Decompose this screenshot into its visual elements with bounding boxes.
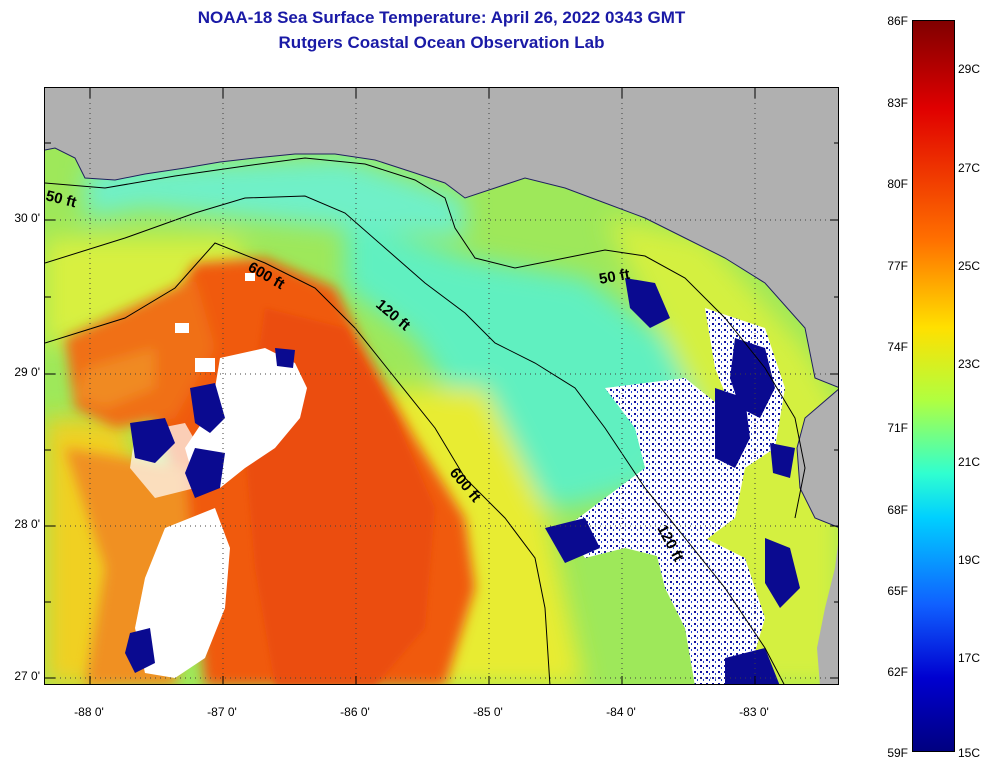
cb-label-15c: 15C: [958, 746, 981, 760]
temperature-colorbar: [912, 20, 955, 752]
lon-label-84: -84 0': [606, 705, 636, 719]
cb-label-77f: 77F: [887, 259, 908, 273]
colorbar-gradient: [913, 21, 954, 751]
lat-label-27: 27 0': [14, 669, 40, 683]
depth-contours: [45, 157, 806, 684]
cold-patches-west: [125, 348, 295, 673]
cb-label-19c: 19C: [958, 553, 981, 567]
cb-label-65f: 65F: [887, 584, 908, 598]
cb-label-23c: 23C: [958, 357, 981, 371]
lat-label-28: 28 0': [14, 517, 40, 531]
cb-label-59f: 59F: [887, 746, 908, 760]
lat-label-30: 30 0': [14, 211, 40, 225]
cold-patches-east: [545, 278, 800, 684]
cb-label-29c: 29C: [958, 62, 981, 76]
depth-label-50ft-west: 50 ft: [45, 187, 78, 211]
lon-label-86: -86 0': [340, 705, 370, 719]
cb-label-17c: 17C: [958, 651, 981, 665]
map-title: NOAA-18 Sea Surface Temperature: April 2…: [197, 8, 686, 27]
lon-label-87: -87 0': [207, 705, 237, 719]
cb-label-21c: 21C: [958, 455, 981, 469]
land: [45, 88, 838, 684]
sst-map: 50 ft 50 ft 120 ft 120 ft 600 ft 600 ft: [44, 87, 839, 685]
cb-label-68f: 68F: [887, 503, 908, 517]
lat-label-29: 29 0': [14, 365, 40, 379]
lon-label-88: -88 0': [74, 705, 104, 719]
cb-label-74f: 74F: [887, 340, 908, 354]
axis-ticks: [45, 88, 838, 684]
sst-field-cyan-north: [85, 158, 465, 238]
lon-label-85: -85 0': [473, 705, 503, 719]
cb-label-86f: 86F: [887, 14, 908, 28]
depth-label-50ft-east: 50 ft: [598, 266, 631, 288]
cb-label-62f: 62F: [887, 665, 908, 679]
sst-warm-tongue: [75, 348, 155, 408]
lon-label-83: -83 0': [739, 705, 769, 719]
cb-label-27c: 27C: [958, 161, 981, 175]
cb-label-71f: 71F: [887, 421, 908, 435]
sst-map-graphic: 50 ft 50 ft 120 ft 120 ft 600 ft 600 ft: [45, 88, 838, 684]
map-subtitle: Rutgers Coastal Ocean Observation Lab: [278, 33, 605, 52]
cb-label-80f: 80F: [887, 177, 908, 191]
cb-label-25c: 25C: [958, 259, 981, 273]
coastline: [45, 147, 838, 528]
cb-label-83f: 83F: [887, 96, 908, 110]
